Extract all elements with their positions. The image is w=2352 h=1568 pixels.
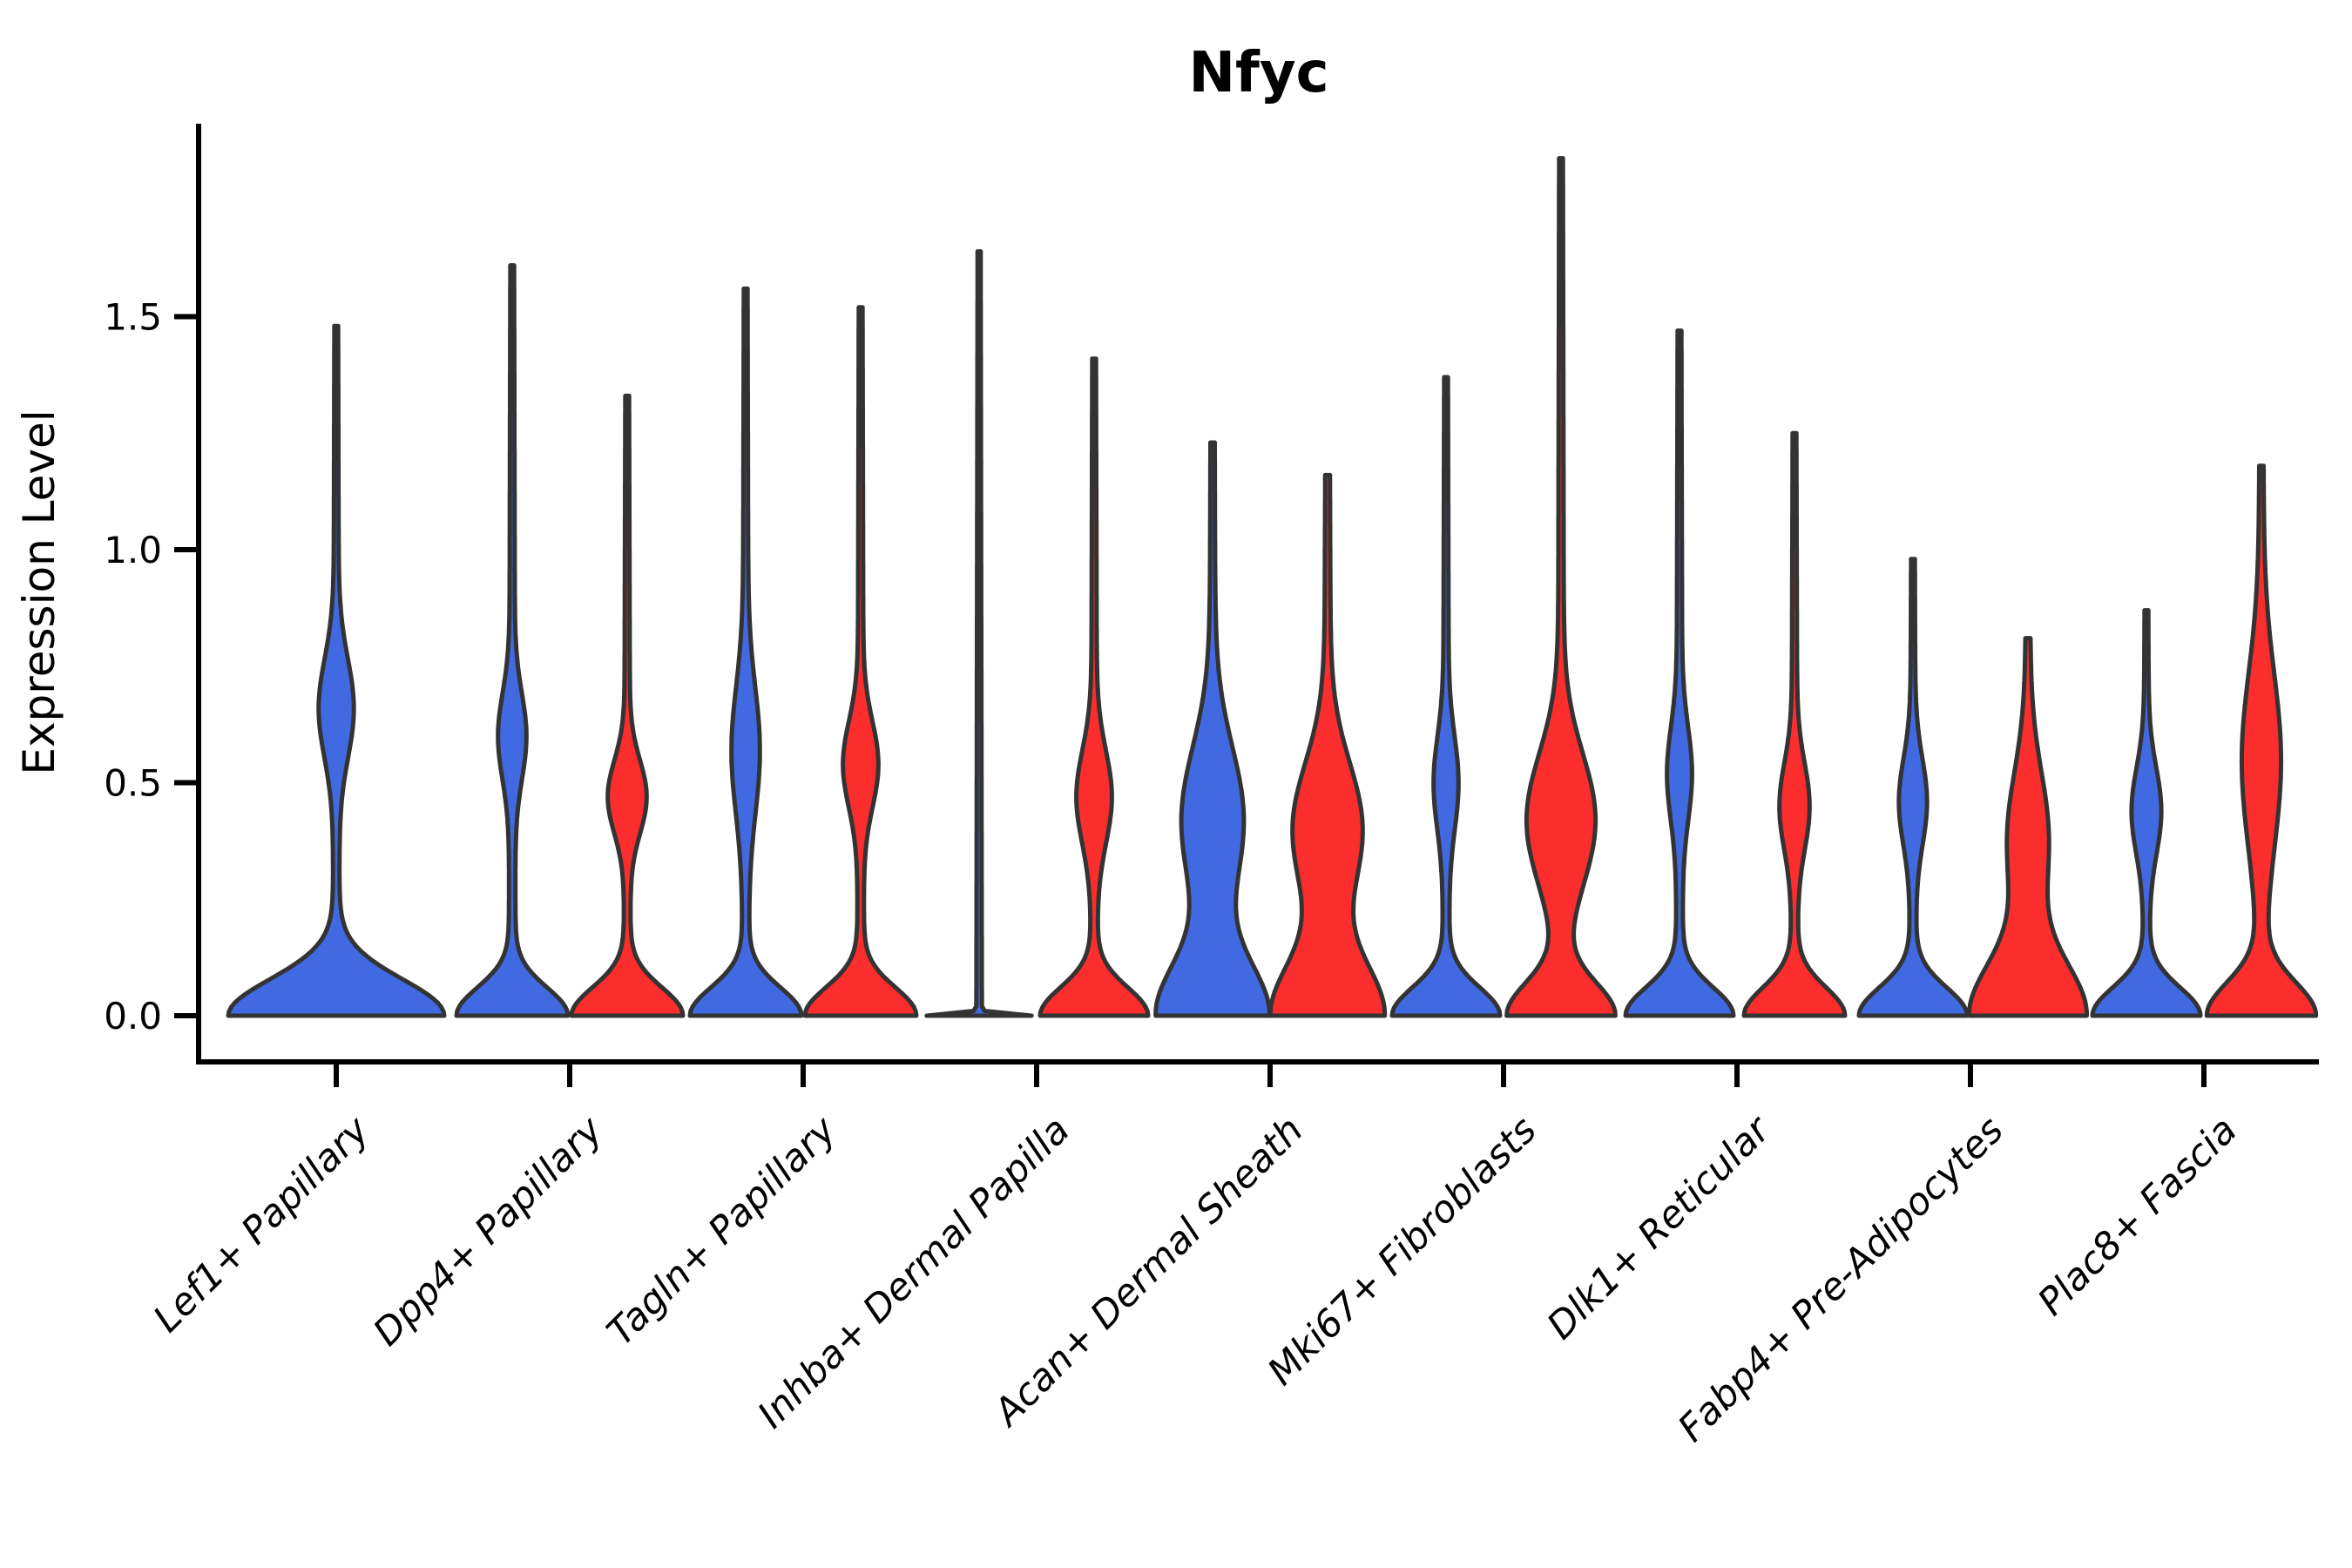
violin-plac8-fascia-blue: [2090, 608, 2203, 1018]
violin-tagln-papillary-blue: [687, 286, 804, 1018]
x-tick-label-mki67-fibroblasts: Mki67+ Fibroblasts: [1260, 1108, 1545, 1394]
violin-dlk1-reticular-red: [1741, 430, 1848, 1018]
x-tick-label-dlk1-reticular: Dlk1+ Reticular: [1539, 1107, 1781, 1348]
x-axis-labels: Lef1+ Papillary Dpp4+ Papillary Tagln+ P…: [145, 1107, 2246, 1450]
violin-acan-dermal-sheath-blue: [1153, 440, 1272, 1018]
violin-mki67-fibroblasts-red: [1504, 156, 1618, 1018]
violin-dlk1-reticular-blue: [1623, 328, 1736, 1018]
violin-inhba-dermal-papilla-red: [1037, 356, 1151, 1018]
y-axis-label: Expression Level: [14, 409, 64, 774]
x-tick-label-lef1-papillary: Lef1+ Papillary: [145, 1108, 378, 1341]
x-tick-label-dpp4-papillary: Dpp4+ Papillary: [365, 1108, 612, 1355]
x-tick-label-plac8-fascia: Plac8+ Fascia: [2030, 1108, 2246, 1324]
violin-mki67-fibroblasts-blue: [1389, 375, 1503, 1018]
y-tick-label-0.0: 0.0: [104, 995, 162, 1037]
x-tick-label-tagln-papillary: Tagln+ Papillary: [599, 1108, 846, 1355]
violin-plac8-fascia-red: [2204, 463, 2319, 1018]
y-tick-label-1.5: 1.5: [104, 296, 162, 339]
violin-dpp4-papillary-red: [569, 393, 686, 1018]
violin-acan-dermal-sheath-red: [1267, 472, 1388, 1018]
violin-fabp4-pre-adipocytes-red: [1967, 636, 2089, 1018]
violin-dpp4-papillary-blue: [454, 263, 571, 1018]
violin-fabp4-pre-adipocytes-blue: [1856, 557, 1970, 1018]
axes-spines: [196, 124, 2319, 1064]
x-axis-ticks: [334, 1062, 2207, 1087]
y-tick-label-0.5: 0.5: [104, 762, 162, 805]
violin-lef1-papillary-blue: [226, 323, 447, 1018]
y-tick-label-1.0: 1.0: [104, 529, 162, 571]
violin-series: [226, 156, 2319, 1018]
violin-inhba-dermal-papilla-blue: [924, 249, 1034, 1018]
chart-title: Nfyc: [1188, 41, 1328, 105]
y-axis-ticks: 0.0 0.5 1.0 1.5: [104, 296, 199, 1037]
violin-tagln-papillary-red: [802, 305, 919, 1018]
